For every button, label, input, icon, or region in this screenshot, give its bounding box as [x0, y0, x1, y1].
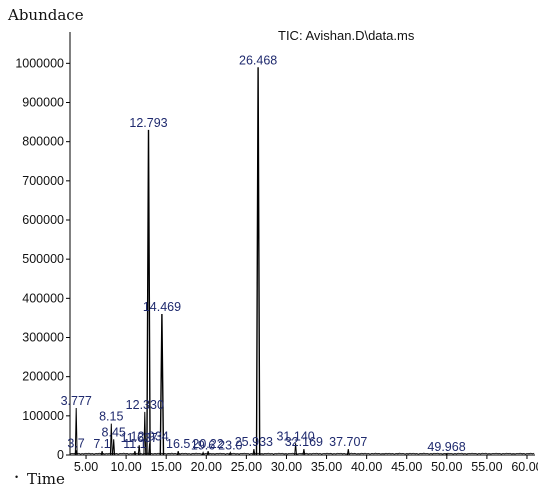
- y-tick-label: 500000: [22, 252, 64, 266]
- peak-trace: [294, 443, 297, 456]
- peak-label: 49.968: [427, 440, 465, 454]
- peak-trace: [159, 313, 165, 456]
- peak-trace: [176, 450, 180, 456]
- peak-label: 20.22: [192, 437, 223, 451]
- y-tick-label: 200000: [22, 370, 64, 384]
- peak-label: 32.169: [285, 435, 323, 449]
- peak-label: 11.637: [121, 431, 158, 445]
- x-axis-title: Time: [27, 470, 65, 488]
- x-tick-label: 5.00: [74, 460, 98, 474]
- peak-trace: [109, 423, 113, 456]
- peak-trace: [137, 445, 141, 456]
- x-axis-ticks: 5.00 10.00 15.00 20.00 25.00 30.00 35.00 40.00 4…: [74, 455, 538, 474]
- x-tick-label: 60.00: [511, 460, 538, 474]
- peak-trace: [100, 450, 104, 456]
- peak-trace: [112, 439, 116, 456]
- time-bullet-icon: •: [15, 472, 18, 482]
- y-tick-label: 700000: [22, 174, 64, 188]
- peak-trace: [148, 443, 151, 456]
- peak-trace: [445, 452, 448, 456]
- peak-traces: [74, 67, 448, 456]
- peak-trace: [133, 450, 137, 456]
- x-tick-label: 25.00: [231, 460, 262, 474]
- x-tick-label: 20.00: [191, 460, 222, 474]
- y-tick-label: 0: [57, 448, 64, 462]
- y-tick-label: 600000: [22, 213, 64, 227]
- x-tick-label: 40.00: [351, 460, 382, 474]
- x-tick-label: 45.00: [391, 460, 422, 474]
- y-tick-label: 100000: [22, 409, 64, 423]
- peak-label: 25.933: [235, 435, 273, 449]
- x-tick-label: 55.00: [471, 460, 502, 474]
- peak-label: 19.6: [191, 439, 215, 453]
- y-tick-label: 800000: [22, 135, 64, 149]
- peak-trace: [201, 451, 205, 456]
- x-tick-label: 10.00: [110, 460, 141, 474]
- peak-trace: [255, 67, 261, 456]
- peak-trace: [228, 451, 232, 456]
- peak-label: 3.7: [67, 436, 84, 450]
- peak-label: 12.330: [126, 398, 164, 412]
- y-tick-label: 900000: [22, 96, 64, 110]
- y-tick-label: 1000000: [15, 56, 64, 70]
- peak-label: 23.0: [218, 439, 242, 453]
- peak-trace: [206, 450, 210, 456]
- peak-trace: [146, 129, 151, 456]
- peak-trace: [302, 449, 306, 456]
- peak-trace: [74, 450, 78, 456]
- peak-trace: [143, 411, 147, 456]
- peak-label: 31.140: [276, 429, 314, 443]
- peak-label: 8.15: [99, 410, 123, 424]
- peak-trace: [252, 449, 256, 456]
- peak-label: 3.777: [61, 394, 92, 408]
- y-axis-title: Abundace: [7, 6, 84, 24]
- y-tick-label: 400000: [22, 291, 64, 305]
- chart-title: TIC: Avishan.D\data.ms: [278, 28, 415, 43]
- peak-label: 12.934: [131, 429, 169, 443]
- peak-label: 14.469: [143, 300, 181, 314]
- peak-trace: [346, 449, 350, 456]
- x-tick-label: 15.00: [151, 460, 182, 474]
- peak-label: 11.1: [123, 437, 146, 451]
- x-tick-label: 50.00: [431, 460, 462, 474]
- peak-label: 37.707: [329, 435, 367, 449]
- peak-label: 16.5: [166, 437, 190, 451]
- x-tick-label: 30.00: [271, 460, 302, 474]
- peak-trace: [74, 407, 78, 456]
- peak-label: 26.468: [239, 53, 277, 67]
- x-tick-label: 35.00: [311, 460, 342, 474]
- y-axis-ticks: 0 100000 200000 300000 400000 500000 600000 700…: [15, 56, 70, 462]
- peak-label: 7.1: [93, 437, 110, 451]
- peak-label: 12.793: [129, 116, 167, 130]
- y-tick-label: 300000: [22, 331, 64, 345]
- peak-label: 8.45: [102, 425, 126, 439]
